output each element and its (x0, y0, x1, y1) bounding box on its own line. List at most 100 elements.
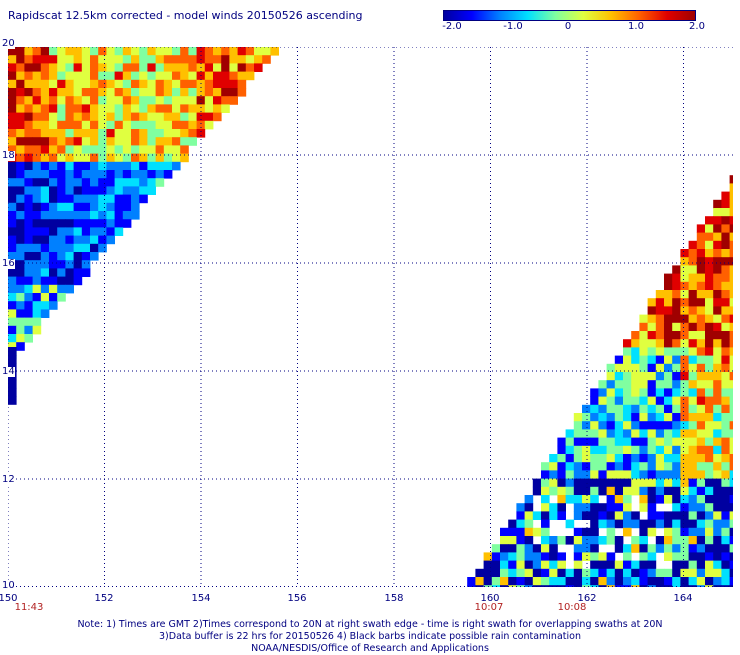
swath-cell (582, 462, 591, 471)
swath-cell (73, 88, 83, 97)
swath-cell (49, 129, 58, 138)
swath-cell (729, 503, 733, 512)
swath-cell (573, 437, 583, 447)
swath-time-label: 11:43 (14, 602, 44, 613)
swath-cell (623, 404, 632, 414)
swath-cell (73, 194, 83, 204)
swath-cell (24, 317, 33, 327)
swath-cell (598, 536, 607, 545)
swath-cell (188, 63, 197, 72)
swath-cell (90, 104, 99, 113)
swath-cell (500, 568, 509, 578)
swath-cell (639, 585, 648, 587)
swath-cell (131, 120, 140, 130)
swath-cell (565, 519, 575, 529)
swath-cell (57, 178, 66, 187)
swath-cell (65, 284, 74, 294)
swath-cell (163, 161, 173, 171)
note-line: 3)Data buffer is 22 hrs for 20150526 4) … (159, 631, 581, 642)
swath-cell (623, 396, 632, 406)
swath-cell (639, 503, 648, 512)
swath-cell (24, 293, 33, 302)
swath-cell (500, 527, 509, 537)
swath-cell (664, 322, 673, 332)
swath-cell (672, 536, 681, 545)
swath-cell (73, 96, 83, 105)
swath-cell (65, 235, 74, 245)
swath-cell (623, 519, 632, 529)
swath-cell (40, 309, 50, 318)
swath-cell (688, 519, 698, 529)
swath-cell (688, 306, 698, 315)
swath-cell (655, 372, 665, 381)
swath-cell (713, 249, 722, 258)
swath-cell (705, 421, 714, 430)
swath-cell (631, 437, 640, 447)
swath-cell (721, 519, 730, 529)
swath-cell (688, 511, 698, 520)
swath-cell (582, 445, 591, 455)
swath-cell (631, 544, 640, 553)
swath-cell (721, 232, 730, 242)
swath-cell (696, 470, 706, 479)
swath-cell (139, 79, 148, 89)
swath-cell (16, 71, 25, 81)
swath-cell (639, 322, 648, 332)
swath-cell (32, 317, 42, 327)
swath-cell (40, 260, 50, 269)
swath-cell (229, 71, 238, 81)
swath-cell (565, 486, 575, 496)
swath-cell (81, 120, 91, 130)
swath-cell (713, 478, 722, 488)
swath-cell (237, 63, 247, 72)
swath-cell (32, 145, 42, 154)
swath-cell (81, 88, 91, 97)
swath-cell (57, 137, 66, 146)
swath-cell (598, 404, 607, 414)
swath-cell (475, 568, 484, 578)
swath-cell (565, 445, 575, 455)
swath-cell (81, 211, 91, 220)
swath-cell (204, 63, 214, 72)
swath-cell (32, 252, 42, 261)
swath-cell (672, 404, 681, 414)
swath-cell (8, 284, 17, 294)
swath-cell (696, 290, 706, 299)
swath-cell (705, 486, 714, 496)
swath-cell (491, 552, 501, 561)
swath-cell (204, 79, 214, 89)
swath-cell (57, 145, 66, 154)
swath-cell (680, 568, 689, 578)
swath-cell (696, 355, 706, 365)
swath-cell (8, 79, 17, 89)
swath-cell (729, 265, 733, 274)
swath-cell (155, 96, 165, 105)
swath-cell (196, 96, 206, 105)
swath-cell (114, 63, 124, 72)
map-grid (8, 47, 733, 587)
swath-cell (655, 404, 665, 414)
swath-cell (147, 55, 156, 64)
swath-cell (147, 88, 156, 97)
swath-cell (213, 104, 222, 113)
swath-cell (163, 71, 173, 81)
swath-cell (131, 211, 140, 220)
swath-cell (106, 120, 115, 130)
swath-cell (524, 495, 534, 504)
swath-cell (598, 470, 607, 479)
swath-cell (237, 79, 247, 89)
lat-label: 10 (2, 580, 15, 591)
swath-cell (639, 421, 648, 430)
swath-cell (721, 224, 730, 233)
swath-cell (729, 290, 733, 299)
swath-cell (614, 421, 624, 430)
swath-cell (106, 145, 115, 154)
swath-cell (98, 145, 107, 154)
swath-cell (24, 284, 33, 294)
swath-cell (688, 396, 698, 406)
swath-cell (721, 544, 730, 553)
swath-cell (57, 161, 66, 171)
swath-cell (57, 63, 66, 72)
swath-cell (16, 161, 25, 171)
swath-cell (204, 55, 214, 64)
